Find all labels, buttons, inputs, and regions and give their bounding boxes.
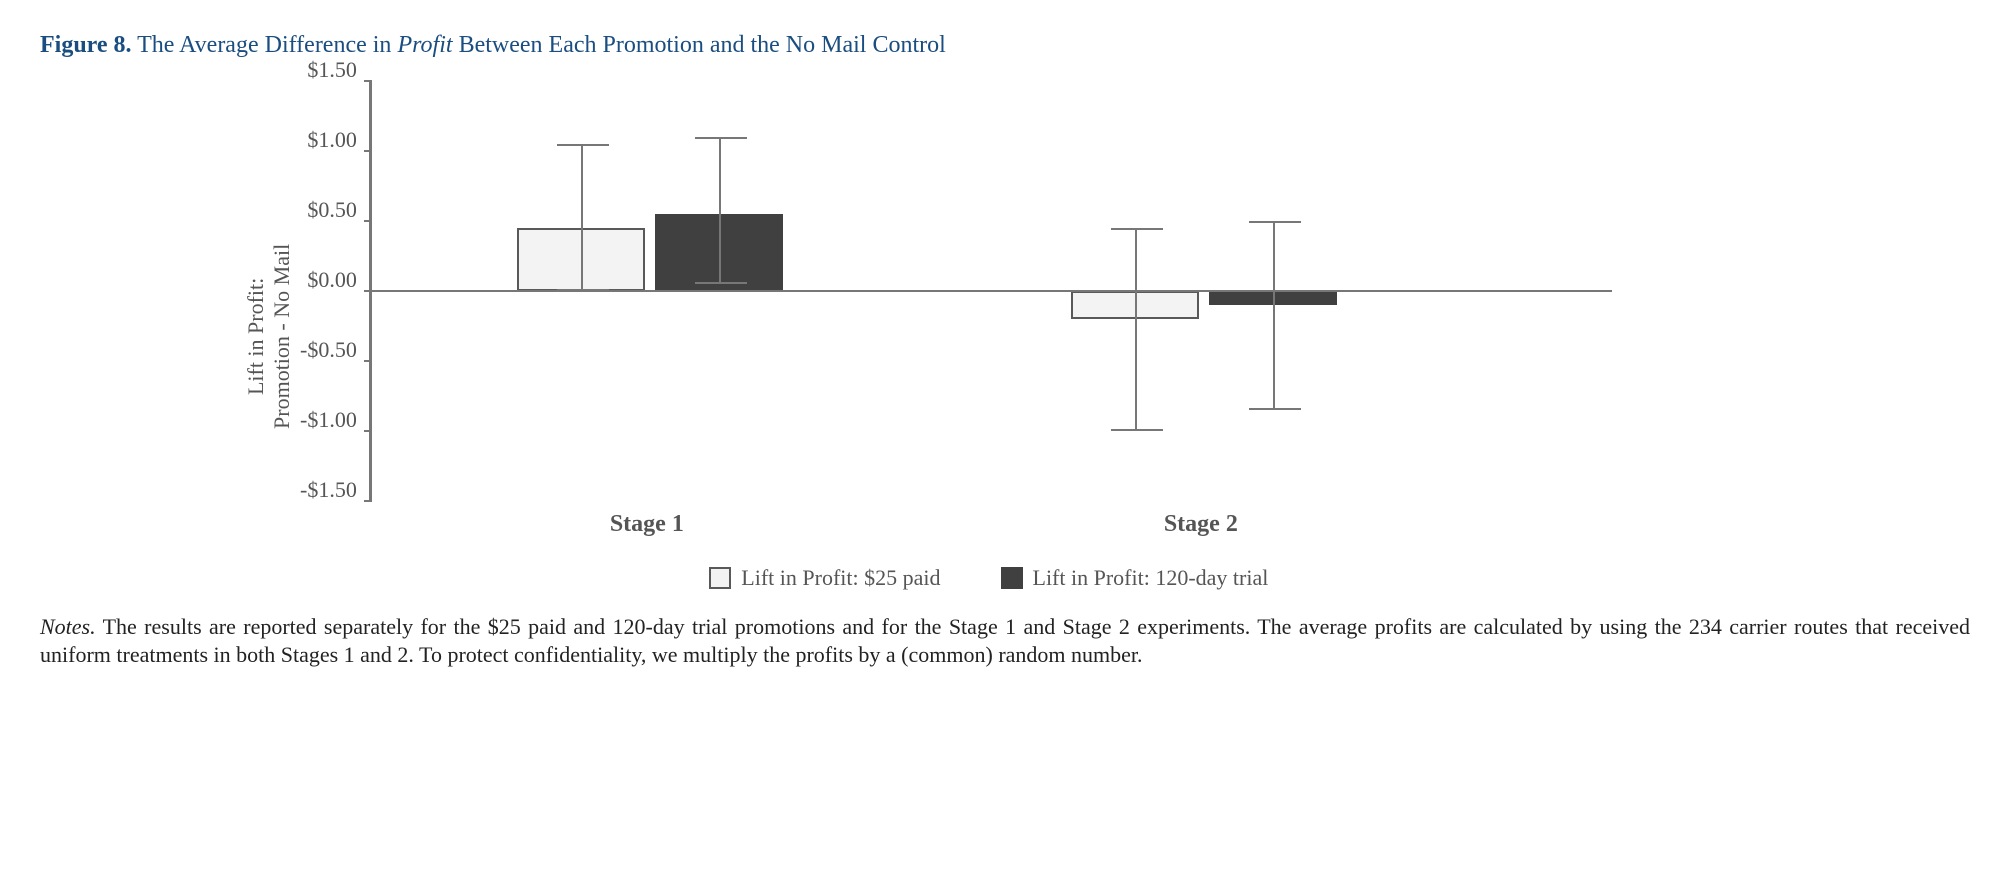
- legend-label: Lift in Profit: $25 paid: [741, 565, 940, 591]
- error-bar: [581, 144, 583, 291]
- figure-label: Figure 8.: [40, 32, 132, 58]
- error-bar: [719, 137, 721, 284]
- notes-label: Notes.: [40, 614, 96, 639]
- y-tick-mark: [364, 220, 372, 222]
- x-group-label: Stage 2: [1164, 511, 1238, 538]
- legend-swatch: [709, 567, 731, 589]
- y-tick-mark: [364, 80, 372, 82]
- y-axis-label: Lift in Profit: Promotion - No Mail: [244, 244, 297, 429]
- figure-notes: Notes. The results are reported separate…: [40, 613, 1970, 669]
- y-tick-mark: [364, 290, 372, 292]
- x-group-label: Stage 1: [610, 511, 684, 538]
- legend-item: Lift in Profit: 120-day trial: [1001, 565, 1269, 591]
- y-tick-mark: [364, 360, 372, 362]
- y-axis-label-wrap: Lift in Profit: Promotion - No Mail: [240, 81, 300, 591]
- y-tick-mark: [364, 500, 372, 502]
- notes-body: The results are reported separately for …: [40, 614, 1970, 667]
- error-bar: [1135, 228, 1137, 431]
- y-tick-mark: [364, 430, 372, 432]
- x-axis-groups: Stage 1 Stage 2: [369, 511, 1609, 547]
- y-tick-mark: [364, 150, 372, 152]
- error-bar: [1273, 221, 1275, 410]
- figure-caption: The Average Difference in Profit Between…: [137, 32, 946, 58]
- plot-wrap: $1.50$1.00$0.50$0.00-$0.50-$1.00-$1.50 $…: [300, 81, 1612, 591]
- legend-item: Lift in Profit: $25 paid: [709, 565, 940, 591]
- legend: Lift in Profit: $25 paid Lift in Profit: …: [369, 565, 1609, 591]
- legend-swatch: [1001, 567, 1023, 589]
- plot-area: [369, 81, 1612, 501]
- y-axis-ticks: $1.50$1.00$0.50$0.00-$0.50-$1.00-$1.50: [300, 81, 369, 501]
- chart: Lift in Profit: Promotion - No Mail $1.5…: [240, 81, 1970, 591]
- legend-label: Lift in Profit: 120-day trial: [1033, 565, 1269, 591]
